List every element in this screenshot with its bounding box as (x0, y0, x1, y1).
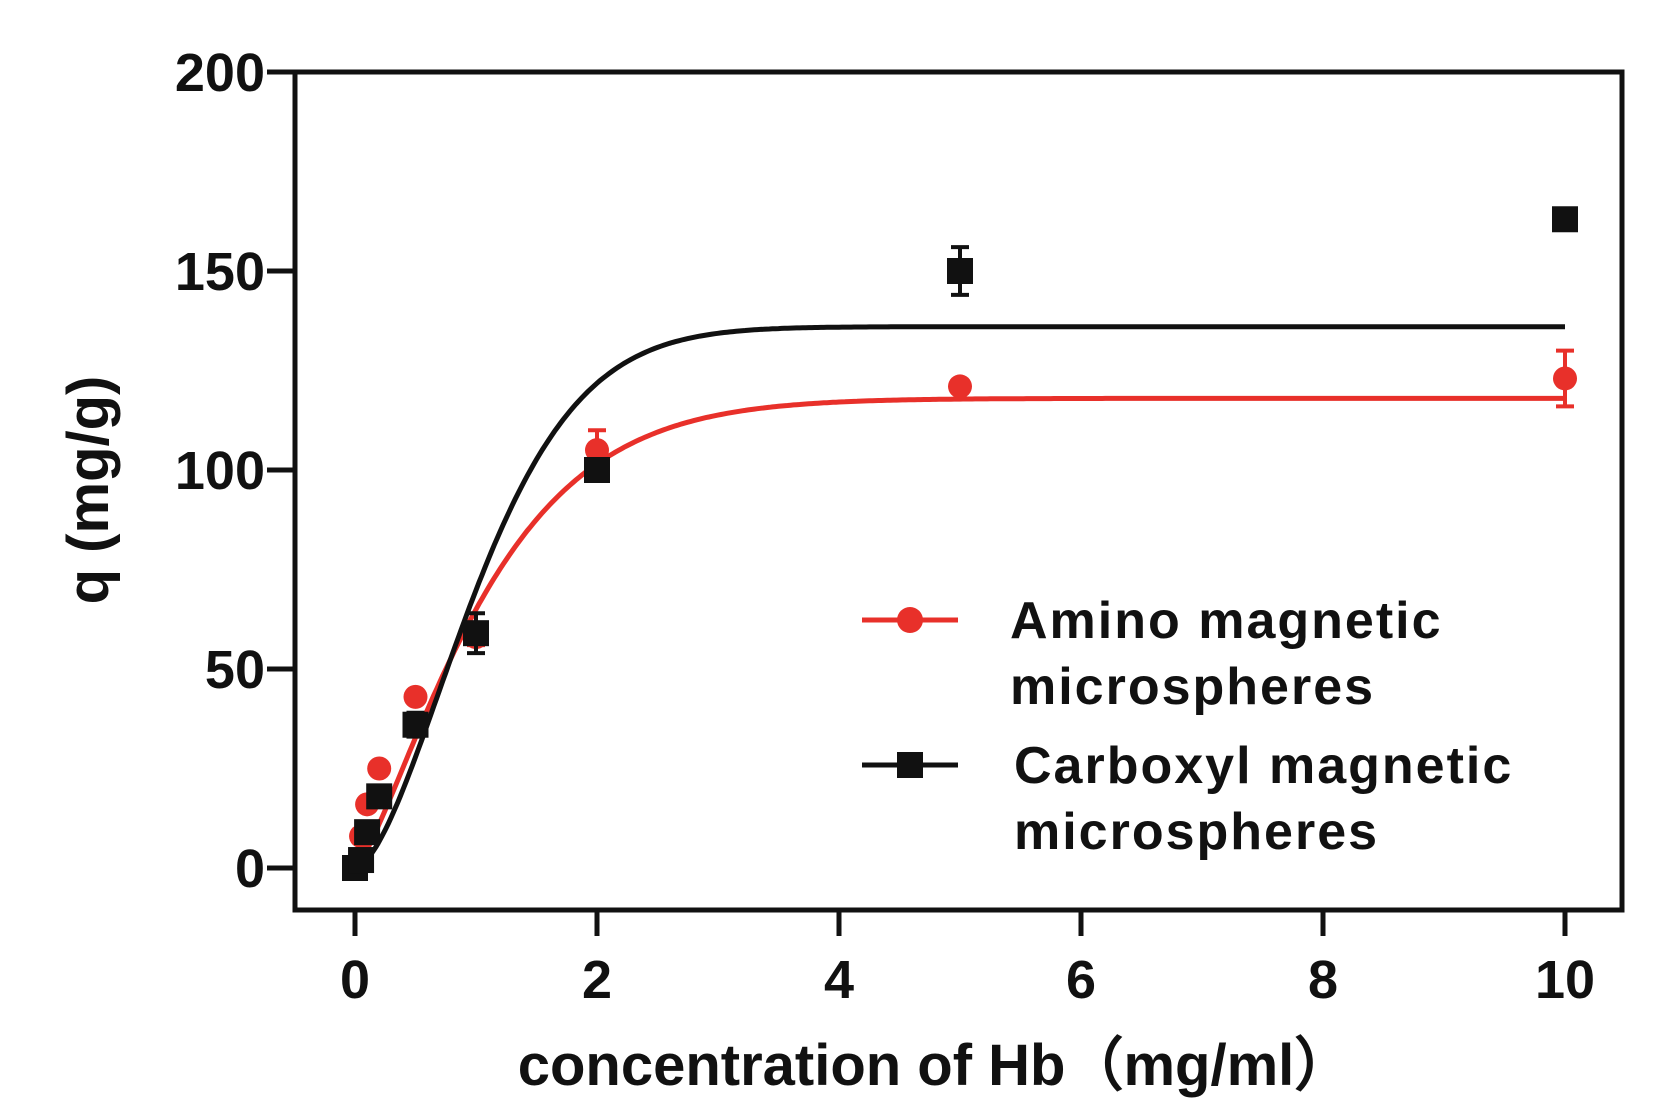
y-axis-ticks: 0 50 100 150 200 (175, 43, 295, 899)
data-point-carboxyl (1552, 206, 1578, 233)
y-tick-label: 200 (175, 43, 265, 103)
legend-label-amino: Amino magnetic (1010, 592, 1443, 650)
x-axis-ticks: 0 2 4 6 8 10 (340, 910, 1595, 1010)
x-tick-label: 4 (824, 950, 854, 1010)
fit-curve-carboxyl (354, 324, 1565, 871)
data-point-carboxyl (402, 711, 429, 738)
data-point-amino (948, 374, 972, 399)
data-point-amino (1553, 366, 1577, 391)
x-tick-label: 0 (340, 950, 370, 1010)
data-point-carboxyl (947, 258, 973, 284)
legend-label-carboxyl: Carboxyl magnetic (1014, 737, 1513, 795)
legend-marker-carboxyl (897, 752, 923, 778)
x-tick-label: 10 (1535, 950, 1595, 1010)
data-point-carboxyl (354, 819, 381, 846)
data-point-amino (367, 756, 392, 781)
legend-label-amino: microspheres (1010, 658, 1375, 716)
data-point-carboxyl (463, 620, 489, 647)
y-tick-label: 0 (235, 839, 265, 899)
x-axis-title: concentration of Hb（mg/ml） (518, 1033, 1353, 1098)
x-tick-label: 6 (1066, 950, 1096, 1010)
fit-curves (353, 324, 1565, 871)
data-point-carboxyl (584, 457, 610, 483)
plot-border (292, 69, 1625, 913)
y-tick-label: 150 (175, 242, 265, 302)
data-point-carboxyl (366, 783, 393, 810)
legend-label-carboxyl: microspheres (1014, 803, 1379, 861)
y-tick-label: 50 (205, 640, 265, 700)
legend-marker-amino (897, 607, 923, 633)
data-point-carboxyl (348, 847, 375, 874)
y-axis-title: q (mg/g) (56, 376, 121, 605)
y-tick-label: 100 (175, 441, 265, 501)
x-tick-label: 2 (582, 950, 612, 1010)
legend: Amino magnetic microspheres Carboxyl magne… (862, 592, 1513, 861)
plot-frame (292, 69, 1625, 913)
fit-curve-amino (353, 395, 1565, 870)
x-tick-label: 8 (1308, 950, 1338, 1010)
data-points (342, 206, 1578, 881)
data-point-amino (403, 684, 428, 709)
data-point-amino (585, 438, 609, 463)
